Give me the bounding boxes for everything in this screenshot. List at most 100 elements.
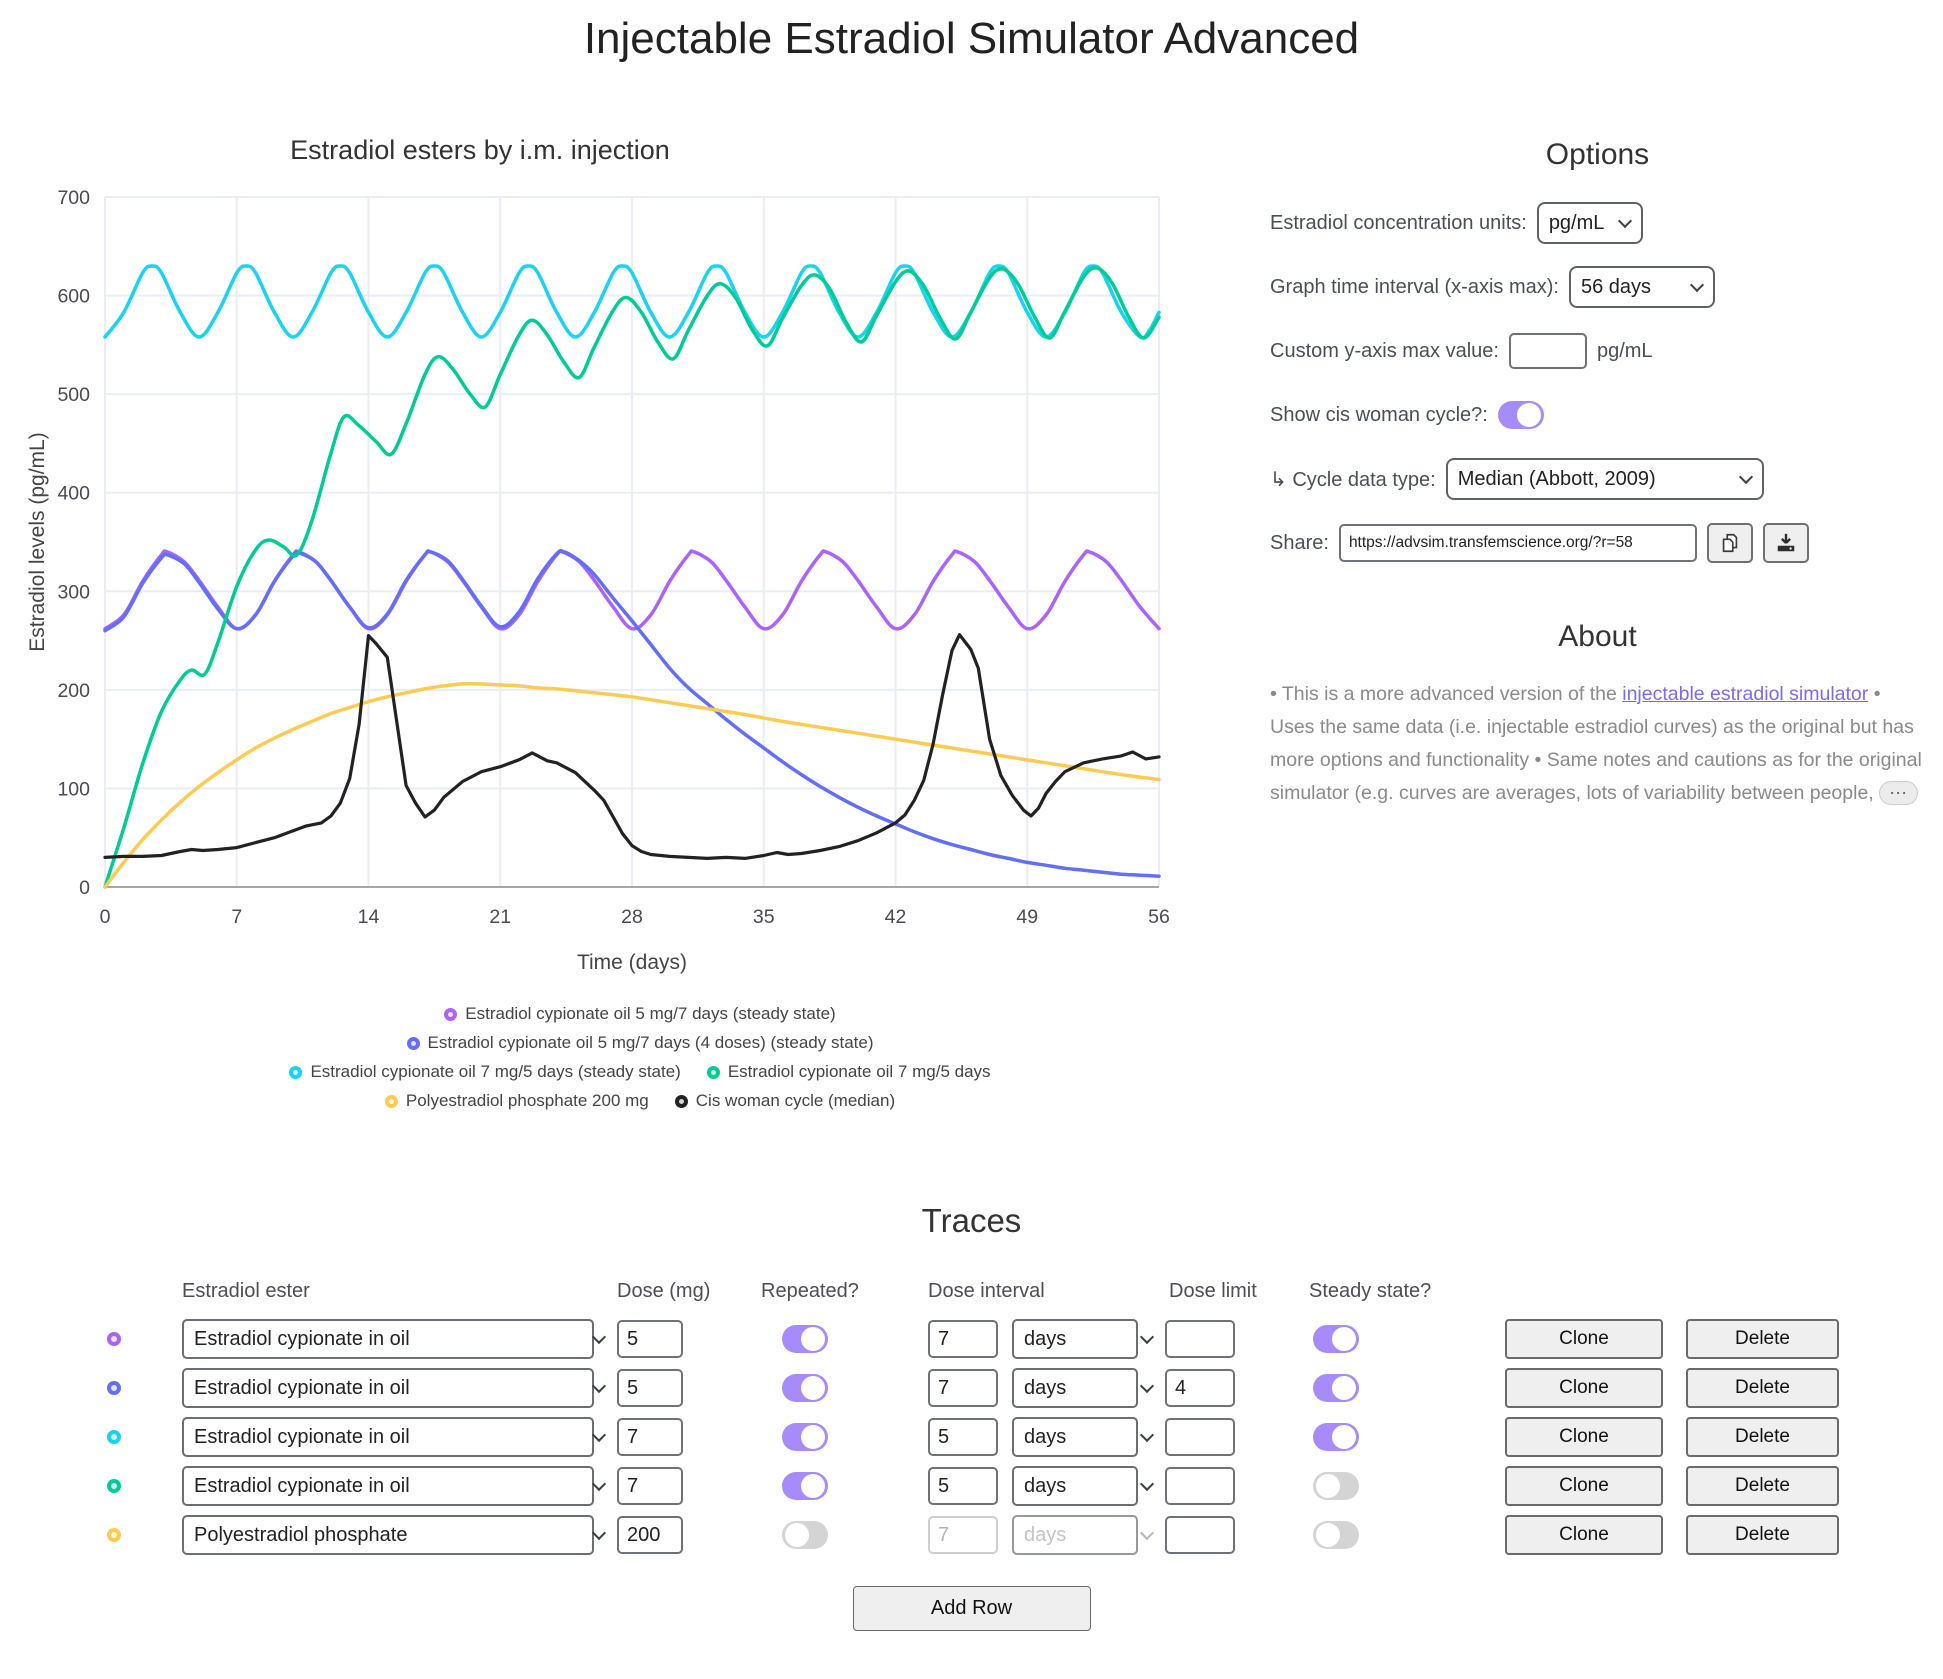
delete-button[interactable]: Delete xyxy=(1686,1368,1839,1408)
x-tick-label: 21 xyxy=(489,906,511,928)
legend-marker-circle-icon xyxy=(289,1065,303,1079)
delete-button[interactable]: Delete xyxy=(1686,1417,1839,1457)
delete-button[interactable]: Delete xyxy=(1686,1515,1839,1555)
legend-row: Estradiol cypionate oil 7 mg/5 days (ste… xyxy=(289,1062,991,1082)
interval-unit-select[interactable]: days xyxy=(1012,1466,1138,1506)
show-cycle-toggle[interactable] xyxy=(1497,401,1544,429)
repeated-toggle[interactable] xyxy=(782,1521,828,1549)
repeated-toggle[interactable] xyxy=(782,1472,828,1500)
cycle-type-label: ↳ Cycle data type: xyxy=(1270,468,1436,491)
interval-unit-select[interactable]: days xyxy=(1012,1417,1138,1457)
series-line-1 xyxy=(103,549,1161,878)
repeated-toggle[interactable] xyxy=(782,1423,828,1451)
dose-input[interactable] xyxy=(617,1467,683,1505)
dose-limit-input[interactable] xyxy=(1165,1467,1235,1505)
units-select[interactable]: pg/mL xyxy=(1536,202,1643,244)
ester-select[interactable]: Estradiol cypionate in oil xyxy=(182,1466,594,1506)
dose-interval-input[interactable] xyxy=(928,1467,998,1505)
trace-row: Estradiol cypionate in oil days Clone Delet… xyxy=(95,1319,1846,1359)
chart-canvas[interactable]: 0 100 200 300 400 500 600 700 0 7 14 21 28 35 42 49 56 Es… xyxy=(20,112,1180,997)
legend-item[interactable]: Estradiol cypionate oil 5 mg/7 days (ste… xyxy=(444,1004,836,1024)
dose-limit-input[interactable] xyxy=(1165,1369,1235,1407)
clone-button[interactable]: Clone xyxy=(1505,1417,1663,1457)
dose-input[interactable] xyxy=(617,1369,683,1407)
legend-label: Estradiol cypionate oil 5 mg/7 days (ste… xyxy=(465,1004,836,1023)
add-row-button[interactable]: Add Row xyxy=(852,1586,1091,1631)
traces-column-header: Steady state? xyxy=(1309,1280,1432,1302)
chart-legend: Estradiol cypionate oil 5 mg/7 days (ste… xyxy=(20,1004,1260,1111)
about-lead: • This is a more advanced version of the xyxy=(1270,683,1623,705)
x-tick-label: 35 xyxy=(753,906,775,928)
dose-limit-input[interactable] xyxy=(1165,1418,1235,1456)
share-url-input[interactable] xyxy=(1338,524,1697,562)
steady-state-toggle[interactable] xyxy=(1313,1521,1359,1549)
time-interval-row: Graph time interval (x-axis max): 56 day… xyxy=(1270,266,1925,308)
dose-interval-input[interactable] xyxy=(928,1418,998,1456)
expand-about-button[interactable]: ⋯ xyxy=(1879,781,1919,805)
clone-button[interactable]: Clone xyxy=(1505,1319,1663,1359)
interval-unit-select[interactable]: days xyxy=(1012,1368,1138,1408)
dose-input[interactable] xyxy=(617,1320,683,1358)
trace-color-marker-icon xyxy=(107,1332,121,1346)
steady-state-toggle[interactable] xyxy=(1313,1374,1359,1402)
injectable-simulator-link[interactable]: injectable estradiol simulator xyxy=(1622,683,1869,705)
legend-item[interactable]: Estradiol cypionate oil 5 mg/7 days (4 d… xyxy=(406,1033,874,1053)
dose-input[interactable] xyxy=(617,1516,683,1554)
dose-interval-input[interactable] xyxy=(928,1516,998,1554)
cycle-type-select[interactable]: Median (Abbott, 2009) xyxy=(1445,458,1764,500)
series-line-4 xyxy=(103,681,1161,889)
estradiol-chart[interactable]: 0 100 200 300 400 500 600 700 0 7 14 21 28 35 42 49 56 Es… xyxy=(20,112,1180,997)
dose-limit-input[interactable] xyxy=(1165,1516,1235,1554)
legend-marker-circle-icon xyxy=(384,1094,398,1108)
steady-state-toggle[interactable] xyxy=(1313,1423,1359,1451)
trace-color-marker-icon xyxy=(107,1430,121,1444)
copy-link-button[interactable] xyxy=(1706,523,1753,563)
legend-marker-circle-icon xyxy=(706,1065,720,1079)
interval-unit-select[interactable]: days xyxy=(1012,1515,1138,1555)
legend-item[interactable]: Cis woman cycle (median) xyxy=(674,1091,895,1111)
repeated-toggle[interactable] xyxy=(782,1374,828,1402)
cycle-toggle-row: Show cis woman cycle?: xyxy=(1270,394,1925,436)
clone-button[interactable]: Clone xyxy=(1505,1515,1663,1555)
x-tick-label: 49 xyxy=(1016,906,1038,928)
clone-button[interactable]: Clone xyxy=(1505,1466,1663,1506)
delete-button[interactable]: Delete xyxy=(1686,1466,1839,1506)
series-line-5 xyxy=(103,633,1161,860)
ester-select[interactable]: Estradiol cypionate in oil xyxy=(182,1319,594,1359)
ester-select[interactable]: Estradiol cypionate in oil xyxy=(182,1417,594,1457)
x-tick-label: 56 xyxy=(1148,906,1170,928)
time-interval-select[interactable]: 56 days xyxy=(1568,266,1715,308)
legend-item[interactable]: Polyestradiol phosphate 200 mg xyxy=(384,1091,649,1111)
repeated-toggle[interactable] xyxy=(782,1325,828,1353)
dose-interval-input[interactable] xyxy=(928,1320,998,1358)
download-button[interactable] xyxy=(1762,523,1809,563)
traces-column-header: Estradiol ester xyxy=(182,1280,310,1302)
steady-state-toggle[interactable] xyxy=(1313,1325,1359,1353)
interval-unit-select[interactable]: days xyxy=(1012,1319,1138,1359)
y-tick-label: 200 xyxy=(57,680,90,702)
legend-item[interactable]: Estradiol cypionate oil 7 mg/5 days xyxy=(706,1062,991,1082)
steady-state-toggle[interactable] xyxy=(1313,1472,1359,1500)
page-title: Injectable Estradiol Simulator Advanced xyxy=(583,14,1360,63)
ymax-input[interactable] xyxy=(1508,333,1587,369)
clone-button[interactable]: Clone xyxy=(1505,1368,1663,1408)
legend-label: Polyestradiol phosphate 200 mg xyxy=(405,1091,649,1110)
ester-select[interactable]: Estradiol cypionate in oil xyxy=(182,1368,594,1408)
time-interval-label: Graph time interval (x-axis max): xyxy=(1270,275,1559,298)
series-line-2 xyxy=(103,264,1161,340)
legend-item[interactable]: Estradiol cypionate oil 7 mg/5 days (ste… xyxy=(289,1062,681,1082)
dose-input[interactable] xyxy=(617,1418,683,1456)
delete-button[interactable]: Delete xyxy=(1686,1319,1839,1359)
ester-select[interactable]: Polyestradiol phosphate xyxy=(182,1515,594,1555)
dose-limit-input[interactable] xyxy=(1165,1320,1235,1358)
trace-color-marker-icon xyxy=(107,1479,121,1493)
trace-row: Polyestradiol phosphate days Clone Delete xyxy=(95,1515,1846,1555)
units-label: Estradiol concentration units: xyxy=(1270,211,1527,234)
trace-color-marker-icon xyxy=(107,1381,121,1395)
about-panel: About • This is a more advanced version … xyxy=(1270,600,1925,810)
download-icon xyxy=(1777,533,1795,552)
legend-row: Polyestradiol phosphate 200 mg Cis woman … xyxy=(384,1091,895,1111)
dose-interval-input[interactable] xyxy=(928,1369,998,1407)
y-tick-label: 700 xyxy=(57,187,90,209)
about-text: • This is a more advanced version of the… xyxy=(1270,678,1925,810)
